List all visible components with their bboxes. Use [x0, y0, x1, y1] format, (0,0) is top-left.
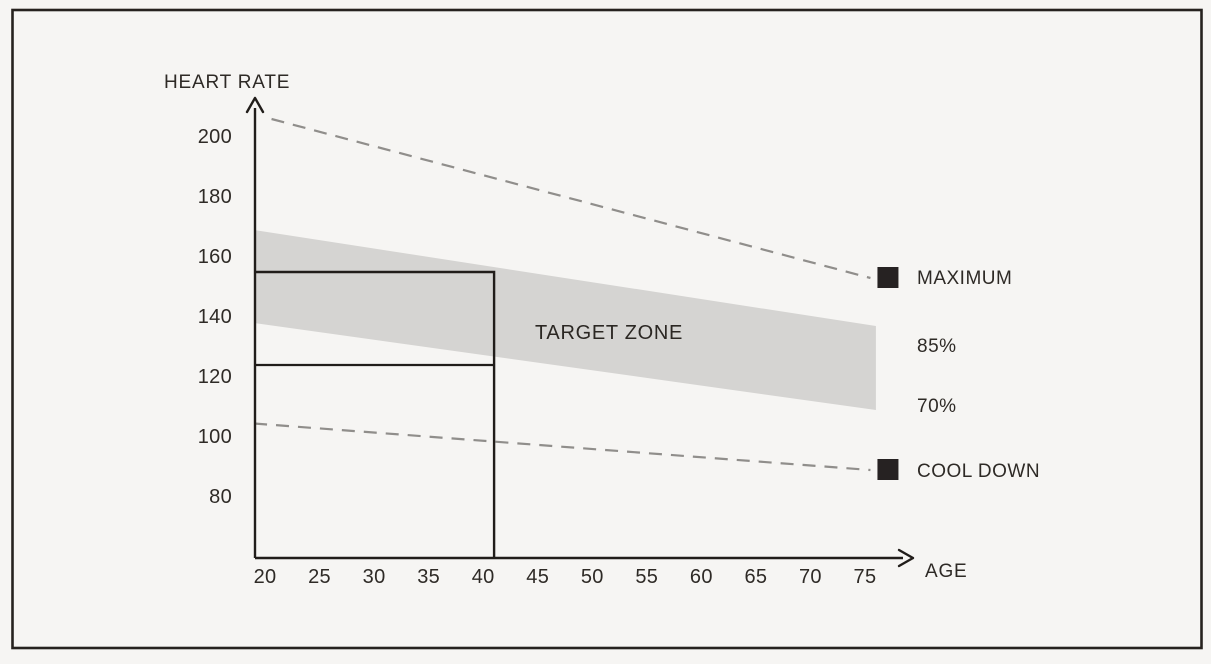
- target-zone-band: [254, 230, 876, 410]
- maximum-marker-square: [877, 267, 899, 288]
- y-axis-arrowhead: [245, 96, 265, 114]
- x-tick-label: 50: [580, 566, 604, 588]
- y-tick-label: 80: [209, 486, 232, 508]
- band-lower-pct-label: 70%: [917, 396, 957, 417]
- y-tick-label: 200: [197, 126, 232, 148]
- x-tick-label: 45: [526, 566, 550, 588]
- x-tick-label: 55: [635, 566, 659, 588]
- y-tick-label: 140: [197, 306, 232, 328]
- x-tick-label: 40: [471, 566, 495, 588]
- target-zone-label: TARGET ZONE: [535, 322, 684, 344]
- x-tick-label: 30: [362, 566, 386, 588]
- y-tick-label: 160: [197, 246, 232, 268]
- band-upper-pct-label: 85%: [917, 336, 957, 357]
- x-axis-title: AGE: [925, 561, 968, 582]
- cooldown-line-label: COOL DOWN: [917, 461, 1041, 482]
- x-tick-label: 60: [689, 566, 713, 588]
- y-tick-label: 120: [197, 366, 232, 388]
- maximum-dashed-line: [271, 117, 871, 280]
- y-tick-label: 100: [197, 426, 232, 448]
- y-axis-title: HEART RATE: [164, 72, 291, 93]
- y-tick-label: 180: [197, 186, 232, 208]
- maximum-line-label: MAXIMUM: [917, 268, 1013, 289]
- highlight-rect-outline: [255, 270, 496, 558]
- x-tick-label: 75: [853, 566, 877, 588]
- x-tick-label: 20: [253, 566, 277, 588]
- cooldown-dashed-line: [254, 422, 871, 472]
- page-border: [11, 8, 1203, 650]
- x-tick-label: 65: [744, 566, 768, 588]
- x-tick-label: 35: [417, 566, 441, 588]
- x-axis-arrowhead: [897, 548, 915, 568]
- x-tick-label: 70: [799, 566, 822, 588]
- x-tick-label: 25: [308, 566, 331, 588]
- cooldown-marker-square: [877, 459, 899, 480]
